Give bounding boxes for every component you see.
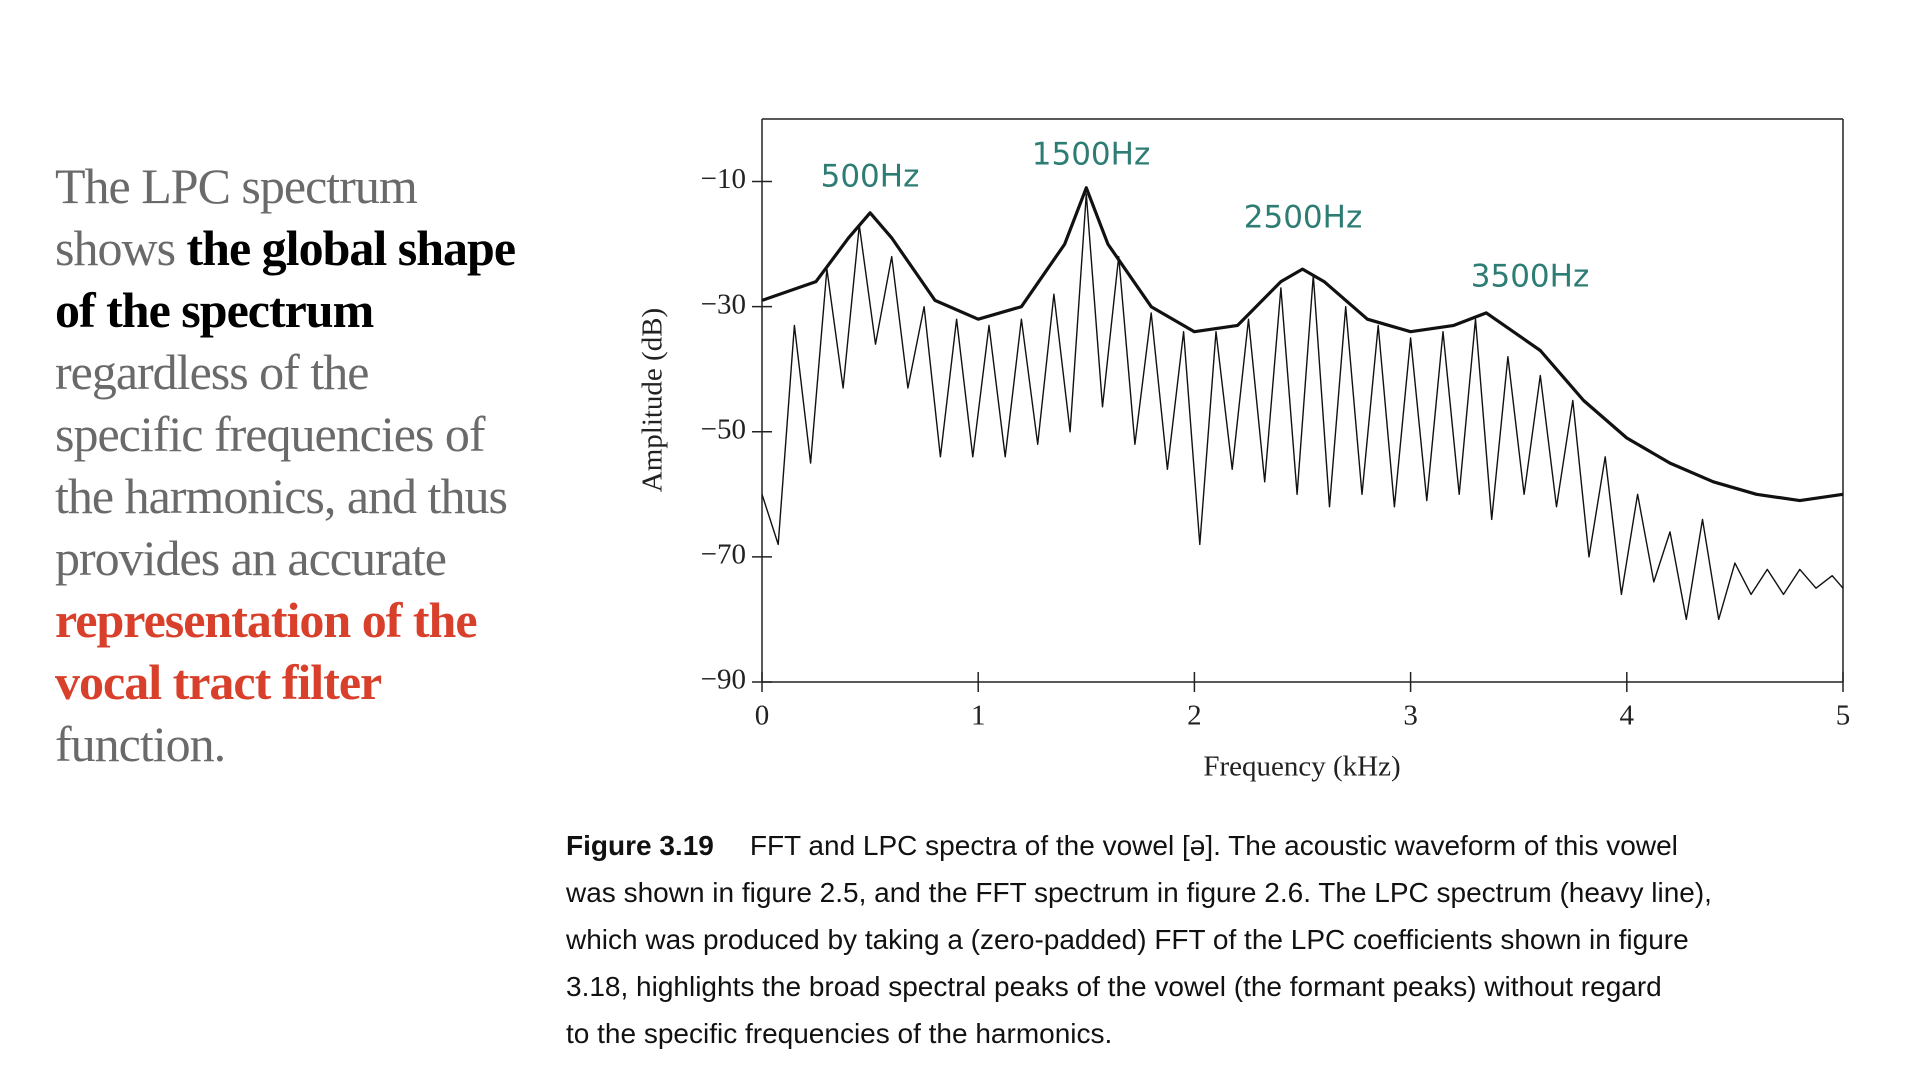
caption-line: 3.18, highlights the broad spectral peak…	[566, 963, 1916, 1010]
series-line	[761, 186, 1844, 503]
y-tick-label: −70	[701, 539, 746, 571]
caption: Figure 3.19 FFT and LPC spectra of the vo…	[566, 822, 1916, 1057]
series-line	[761, 193, 1844, 621]
figure-label: Figure 3.19	[566, 830, 714, 861]
annotation: 500Hz	[821, 159, 920, 195]
caption-line: was shown in figure 2.5, and the FFT spe…	[566, 869, 1916, 916]
x-tick-label: 2	[1187, 700, 1202, 732]
chart: Amplitude (dB) Frequency (kHz) −10 −30 −50…	[637, 118, 1851, 783]
annotation: 3500Hz	[1471, 259, 1589, 295]
text-segment: function.	[55, 716, 226, 772]
y-axis-label: Amplitude (dB)	[637, 308, 669, 492]
y-tick-label: −10	[701, 163, 746, 195]
caption-text: to the specific frequencies of the harmo…	[566, 1018, 1113, 1049]
x-tick-label: 0	[755, 700, 770, 732]
caption-line: Figure 3.19 FFT and LPC spectra of the vo…	[566, 822, 1916, 869]
text-segment: the global shape of the spectrum	[55, 220, 516, 338]
x-tick-label: 4	[1620, 700, 1635, 732]
y-tick-label: −90	[701, 664, 746, 696]
text-segment: The LPC spectrum shows	[55, 158, 418, 276]
x-tick-label: 5	[1836, 700, 1851, 732]
annotation: 1500Hz	[1032, 137, 1150, 173]
y-tick-label: −50	[701, 413, 746, 445]
x-axis-label: Frequency (kHz)	[1203, 751, 1400, 783]
caption-line: which was produced by taking a (zero-pad…	[566, 916, 1916, 963]
text-segment: representation of the vocal tract filter	[55, 592, 478, 710]
x-tick-label: 3	[1403, 700, 1418, 732]
annotation: 2500Hz	[1244, 200, 1362, 236]
x-tick-label: 1	[971, 700, 986, 732]
caption-line: to the specific frequencies of the harmo…	[566, 1010, 1916, 1057]
text-segment: regardless of the specific frequencies o…	[55, 344, 508, 586]
caption-text: which was produced by taking a (zero-pad…	[566, 924, 1689, 955]
y-tick-label: −30	[701, 288, 746, 320]
caption-text: 3.18, highlights the broad spectral peak…	[566, 971, 1662, 1002]
caption-text: was shown in figure 2.5, and the FFT spe…	[566, 877, 1712, 908]
slide-text: The LPC spectrum shows the global shape …	[55, 155, 525, 775]
caption-text: FFT and LPC spectra of the vowel [ə]. Th…	[749, 830, 1678, 861]
